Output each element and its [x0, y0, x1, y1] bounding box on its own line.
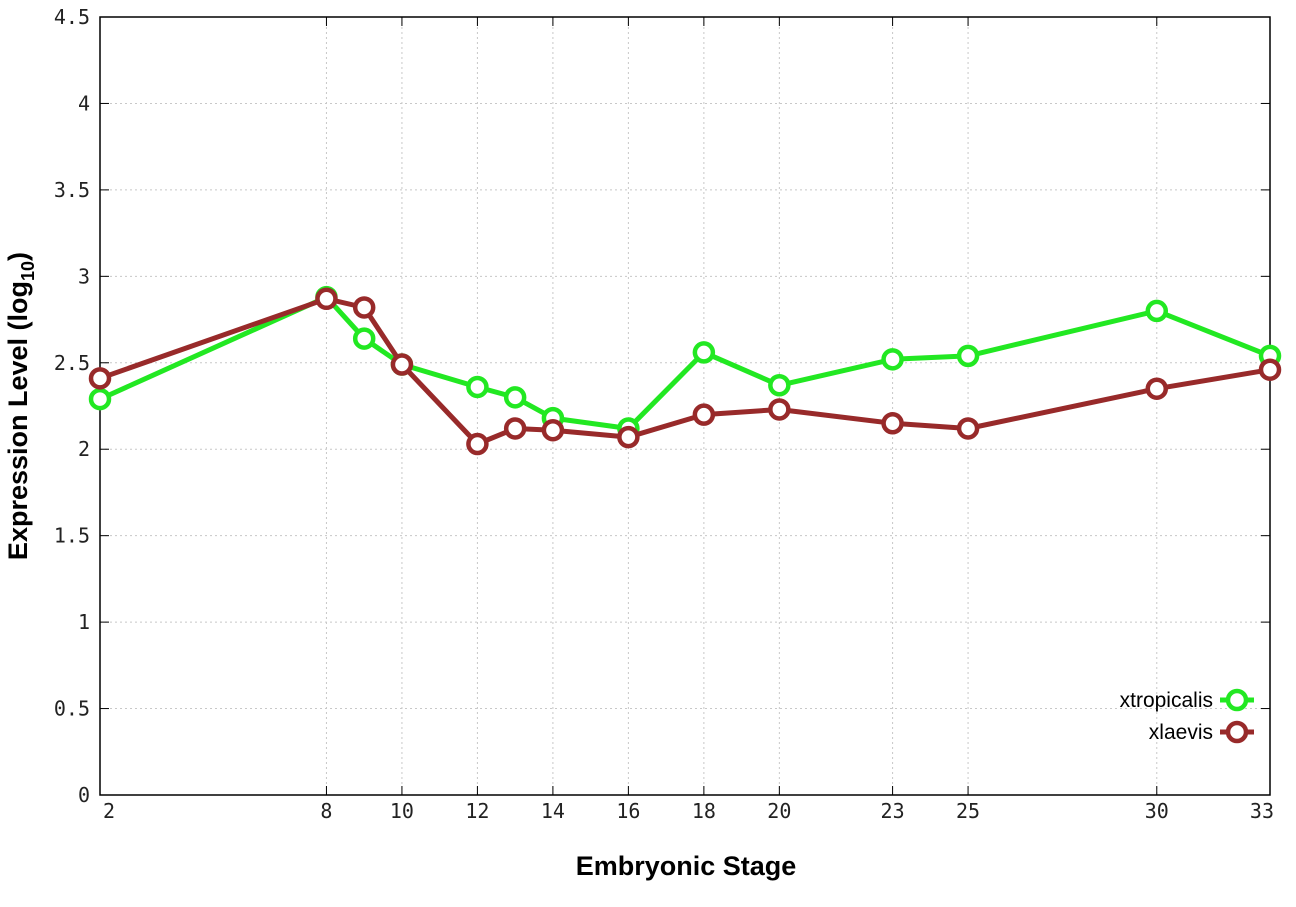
- x-tick-label: 12: [465, 799, 489, 823]
- legend-swatch-marker: [1225, 688, 1249, 712]
- data-point-xlaevis: [956, 417, 980, 440]
- x-axis-title: Embryonic Stage: [576, 851, 797, 881]
- y-axis-title-main: Expression Level (log: [3, 281, 33, 560]
- data-point-xtropicalis: [503, 386, 527, 409]
- data-point-xlaevis: [88, 367, 112, 390]
- data-point-xlaevis: [1145, 377, 1169, 400]
- legend-label: xtropicalis: [1120, 689, 1213, 712]
- plot-frame: [99, 16, 1271, 796]
- data-point-xtropicalis: [956, 344, 980, 368]
- legend-label: xlaevis: [1149, 721, 1213, 744]
- legend-item-xtropicalis: xtropicalis: [1120, 688, 1254, 712]
- y-tick-label: 2.5: [54, 351, 90, 375]
- data-point-xlaevis: [541, 418, 565, 442]
- data-point-xlaevis: [352, 296, 376, 319]
- y-axis-title: Expression Level (log10): [3, 252, 38, 560]
- data-point-xtropicalis: [466, 375, 489, 399]
- legend: xtropicalis xlaevis: [1120, 688, 1254, 744]
- data-point-xlaevis: [503, 417, 527, 440]
- legend-swatch-marker: [1225, 720, 1249, 744]
- x-tick-label: 30: [1145, 799, 1169, 823]
- x-tick-label: 16: [616, 799, 640, 823]
- y-tick-label: 0.5: [54, 697, 90, 721]
- y-tick-label: 3.5: [54, 178, 90, 202]
- x-tick-label: 25: [956, 799, 980, 823]
- x-tick-label: 2: [103, 799, 115, 823]
- x-tick-label: 14: [541, 799, 565, 823]
- data-point-xlaevis: [692, 403, 716, 426]
- x-tick-label: 33: [1250, 799, 1274, 823]
- y-tick-label: 4.5: [54, 5, 90, 29]
- y-tick-label: 3: [78, 264, 90, 288]
- data-point-xlaevis: [1258, 358, 1282, 381]
- x-tick-label: 10: [390, 799, 414, 823]
- data-point-xtropicalis: [881, 348, 904, 371]
- axis-ticks: 0 0.5 1 1.5 2 2.5 3 3.5 4 4.5 2 8 10 12 14 16 18 20 23 25 30…: [54, 5, 1274, 823]
- data-point-xtropicalis: [352, 327, 376, 350]
- series-xlaevis: [88, 287, 1282, 456]
- data-point-xlaevis: [617, 425, 640, 449]
- data-point-xlaevis: [768, 398, 791, 421]
- series-line-xlaevis: [99, 296, 1271, 447]
- data-point-xtropicalis: [88, 387, 112, 411]
- x-tick-label: 23: [881, 799, 905, 823]
- data-point-xlaevis: [390, 353, 414, 376]
- x-tick-label: 18: [692, 799, 716, 823]
- x-tick-label: 8: [320, 799, 332, 823]
- x-tick-label: 20: [767, 799, 791, 823]
- y-tick-label: 0: [78, 783, 90, 807]
- data-point-xlaevis: [466, 432, 489, 456]
- data-point-xtropicalis: [768, 374, 791, 397]
- y-tick-label: 2: [78, 437, 90, 461]
- data-point-xtropicalis: [1145, 299, 1169, 323]
- legend-item-xlaevis: xlaevis: [1149, 720, 1254, 744]
- y-tick-label: 4: [78, 91, 90, 115]
- data-series: [88, 285, 1282, 456]
- y-axis-title-subscript: 10: [18, 261, 38, 281]
- data-point-xlaevis: [315, 287, 338, 311]
- data-point-xlaevis: [881, 412, 904, 435]
- data-point-xtropicalis: [692, 341, 716, 364]
- y-tick-label: 1.5: [54, 524, 90, 548]
- y-axis-title-close: ): [3, 252, 33, 261]
- grid-lines: [100, 17, 1270, 795]
- y-tick-label: 1: [78, 610, 90, 634]
